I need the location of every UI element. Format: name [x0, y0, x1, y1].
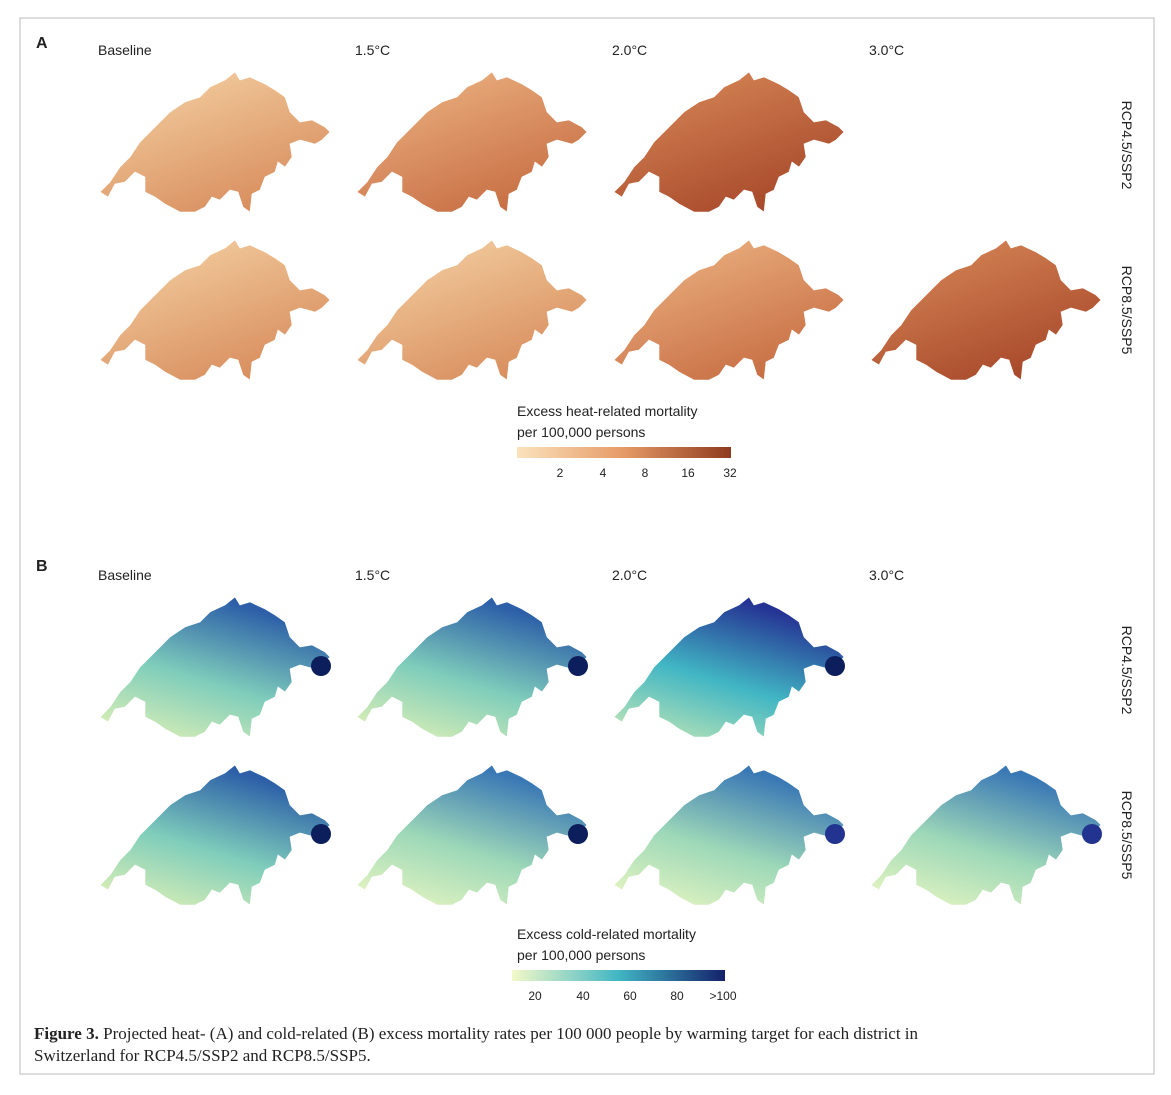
map — [357, 72, 587, 212]
legend-tick: 32 — [723, 466, 737, 480]
map-region — [568, 824, 588, 844]
map — [100, 72, 330, 212]
legend-tick: 16 — [681, 466, 695, 480]
legend-tick: 60 — [623, 989, 637, 1003]
legend-title: Excess cold-related mortality — [517, 926, 696, 942]
map-region — [311, 824, 331, 844]
map-region — [825, 656, 845, 676]
row-label: RCP8.5/SSP5 — [1119, 791, 1135, 880]
map — [614, 597, 844, 737]
caption: Switzerland for RCP4.5/SSP2 and RCP8.5/S… — [34, 1046, 371, 1065]
column-label: 1.5°C — [355, 42, 390, 58]
row-label: RCP8.5/SSP5 — [1119, 266, 1135, 355]
map — [357, 240, 587, 380]
map-region — [568, 656, 588, 676]
legend-title: per 100,000 persons — [517, 947, 645, 963]
map — [100, 765, 330, 905]
color-bar — [512, 970, 725, 981]
map — [614, 240, 844, 380]
legend-tick: 8 — [642, 466, 649, 480]
map-region — [825, 824, 845, 844]
map — [357, 597, 587, 737]
map — [100, 597, 330, 737]
color-bar — [517, 447, 731, 458]
map — [357, 765, 587, 905]
column-label: 3.0°C — [869, 42, 904, 58]
column-label: 3.0°C — [869, 567, 904, 583]
legend-title: Excess heat-related mortality — [517, 403, 698, 419]
map — [614, 72, 844, 212]
map-region — [311, 656, 331, 676]
legend-tick: 40 — [576, 989, 590, 1003]
map-region — [1082, 824, 1102, 844]
figure: A Baseline 1.5°C 2.0°C 3.0°C RCP4.5/SSP2… — [0, 0, 1171, 1090]
column-label: 1.5°C — [355, 567, 390, 583]
caption: Figure 3. Projected heat- (A) and cold-r… — [34, 1024, 919, 1043]
map — [614, 765, 844, 905]
caption-text: Projected heat- (A) and cold-related (B)… — [99, 1024, 919, 1043]
panel-a: A Baseline 1.5°C 2.0°C 3.0°C RCP4.5/SSP2… — [36, 35, 1135, 480]
legend-tick: >100 — [709, 989, 736, 1003]
row-label: RCP4.5/SSP2 — [1119, 101, 1135, 190]
column-label: Baseline — [98, 567, 152, 583]
caption-label: Figure 3. — [34, 1024, 99, 1043]
legend-tick: 2 — [557, 466, 564, 480]
legend-tick: 4 — [600, 466, 607, 480]
legend-tick: 20 — [528, 989, 542, 1003]
column-label: 2.0°C — [612, 567, 647, 583]
panel-b: B Baseline 1.5°C 2.0°C 3.0°C RCP4.5/SSP2… — [36, 558, 1135, 1003]
legend-title: per 100,000 persons — [517, 424, 645, 440]
map — [100, 240, 330, 380]
map — [871, 240, 1101, 380]
legend-tick: 80 — [670, 989, 684, 1003]
panel-label: A — [36, 35, 48, 52]
column-label: 2.0°C — [612, 42, 647, 58]
column-label: Baseline — [98, 42, 152, 58]
panel-label: B — [36, 558, 48, 575]
row-label: RCP4.5/SSP2 — [1119, 626, 1135, 715]
map — [871, 765, 1101, 905]
